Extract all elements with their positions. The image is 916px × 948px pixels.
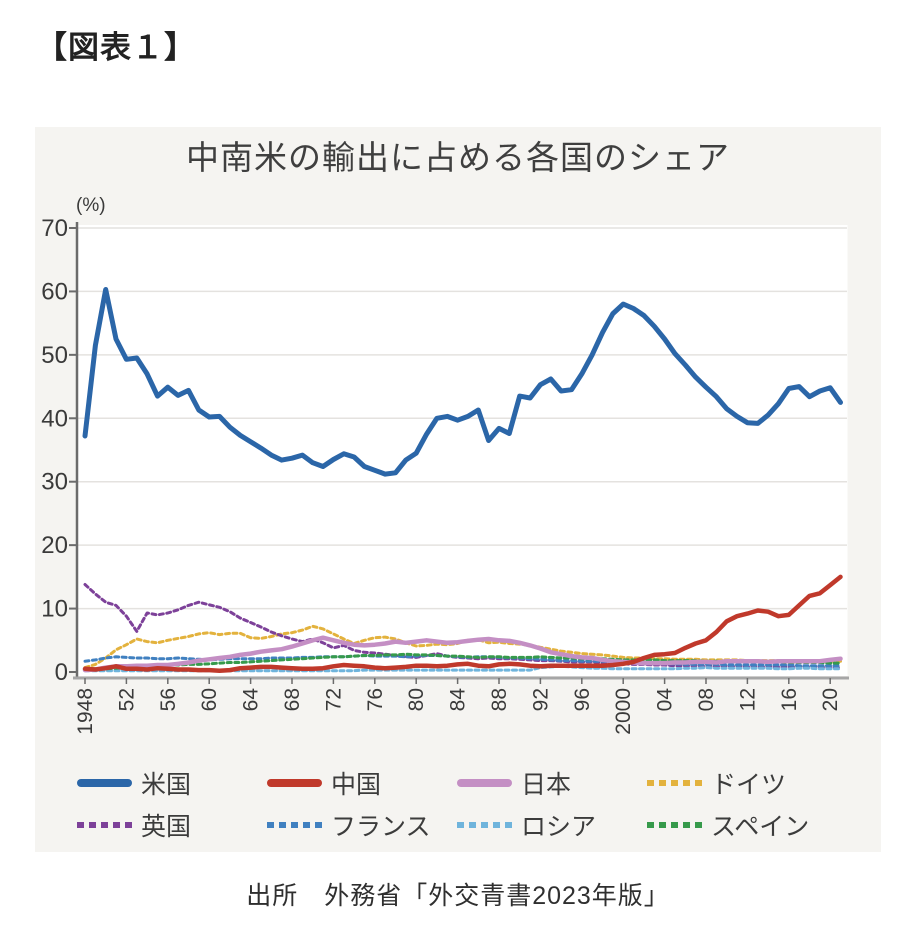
legend-item: フランス	[267, 809, 457, 841]
x-tick-label: 52	[115, 688, 138, 711]
legend-item: 英国	[77, 809, 267, 841]
y-tick-label: 50	[41, 342, 68, 369]
x-tick-label: 80	[405, 688, 428, 711]
plot-area	[77, 224, 848, 676]
x-tick-label: 1948	[74, 688, 97, 735]
y-tick-label: 20	[41, 532, 68, 559]
legend-swatch	[457, 821, 512, 828]
x-tick-label: 2000	[612, 688, 635, 735]
legend-label: 米国	[141, 770, 192, 799]
legend-item: ドイツ	[647, 767, 837, 799]
legend-item: 米国	[77, 767, 267, 799]
x-tick-label: 08	[695, 688, 718, 711]
legend-item: ロシア	[457, 809, 647, 841]
x-tick-label: 88	[488, 688, 511, 711]
y-tick-label: 30	[41, 469, 68, 496]
x-tick-label: 76	[364, 688, 387, 711]
x-tick-label: 96	[571, 688, 594, 711]
legend-swatch	[77, 821, 132, 828]
y-tick-label: 60	[41, 278, 68, 305]
x-tick-label: 64	[240, 688, 263, 712]
source-note: 出所 外務省「外交青書2023年版」	[246, 882, 670, 910]
x-tick-label: 04	[654, 688, 677, 712]
y-tick-label: 10	[41, 596, 68, 623]
legend-label: フランス	[331, 812, 431, 841]
series-line-中国	[82, 574, 843, 673]
legend-label: スペイン	[711, 812, 810, 841]
x-tick-label: 92	[529, 688, 552, 711]
legend-item: 日本	[457, 767, 647, 799]
x-tick-label: 16	[778, 688, 801, 711]
legend-item: スペイン	[647, 809, 837, 841]
legend-swatch	[647, 821, 702, 828]
x-tick-label: 84	[447, 688, 470, 712]
legend-swatch	[77, 778, 132, 787]
series-line-米国	[82, 287, 843, 477]
x-tick-label: 72	[322, 688, 345, 711]
legend-label: ドイツ	[711, 770, 787, 799]
line-chart: 0 10 20 30 40 50 60 70 1948 52 56 60 64 68 72 76 80 84 88 9…	[41, 215, 849, 735]
x-tick-label: 12	[736, 688, 759, 711]
x-tick-label: 20	[819, 688, 842, 711]
y-tick-label: 40	[41, 405, 68, 432]
figure-heading: 【図表１】	[36, 30, 196, 65]
y-tick-label: 70	[41, 215, 68, 242]
legend-label: 中国	[331, 770, 382, 799]
legend-swatch	[267, 821, 322, 828]
x-tick-label: 60	[198, 688, 221, 711]
legend-label: 英国	[141, 812, 192, 841]
chart-card: 0 10 20 30 40 50 60 70 1948 52 56 60 64 68 72 76 80 84 88 9…	[35, 127, 881, 852]
chart-title: 中南米の輸出に占める各国のシェア	[186, 139, 730, 176]
legend-row: 米国 中国 日本 ドイツ	[77, 767, 857, 799]
y-tick-label: 0	[55, 659, 68, 686]
chart-legend: 米国 中国 日本 ドイツ英国 フランス ロシア スペイン	[77, 767, 857, 851]
series-line-ロシア	[83, 664, 842, 673]
y-axis-unit-label: (%)	[76, 195, 106, 216]
x-tick-label: 56	[157, 688, 180, 711]
legend-swatch	[267, 778, 322, 787]
legend-swatch	[647, 779, 702, 786]
legend-swatch	[457, 778, 512, 787]
legend-label: 日本	[521, 770, 572, 799]
legend-row: 英国 フランス ロシア スペイン	[77, 809, 857, 841]
series-line-日本	[82, 635, 843, 673]
legend-item: 中国	[267, 767, 457, 799]
legend-label: ロシア	[521, 812, 597, 841]
x-tick-label: 68	[281, 688, 304, 711]
